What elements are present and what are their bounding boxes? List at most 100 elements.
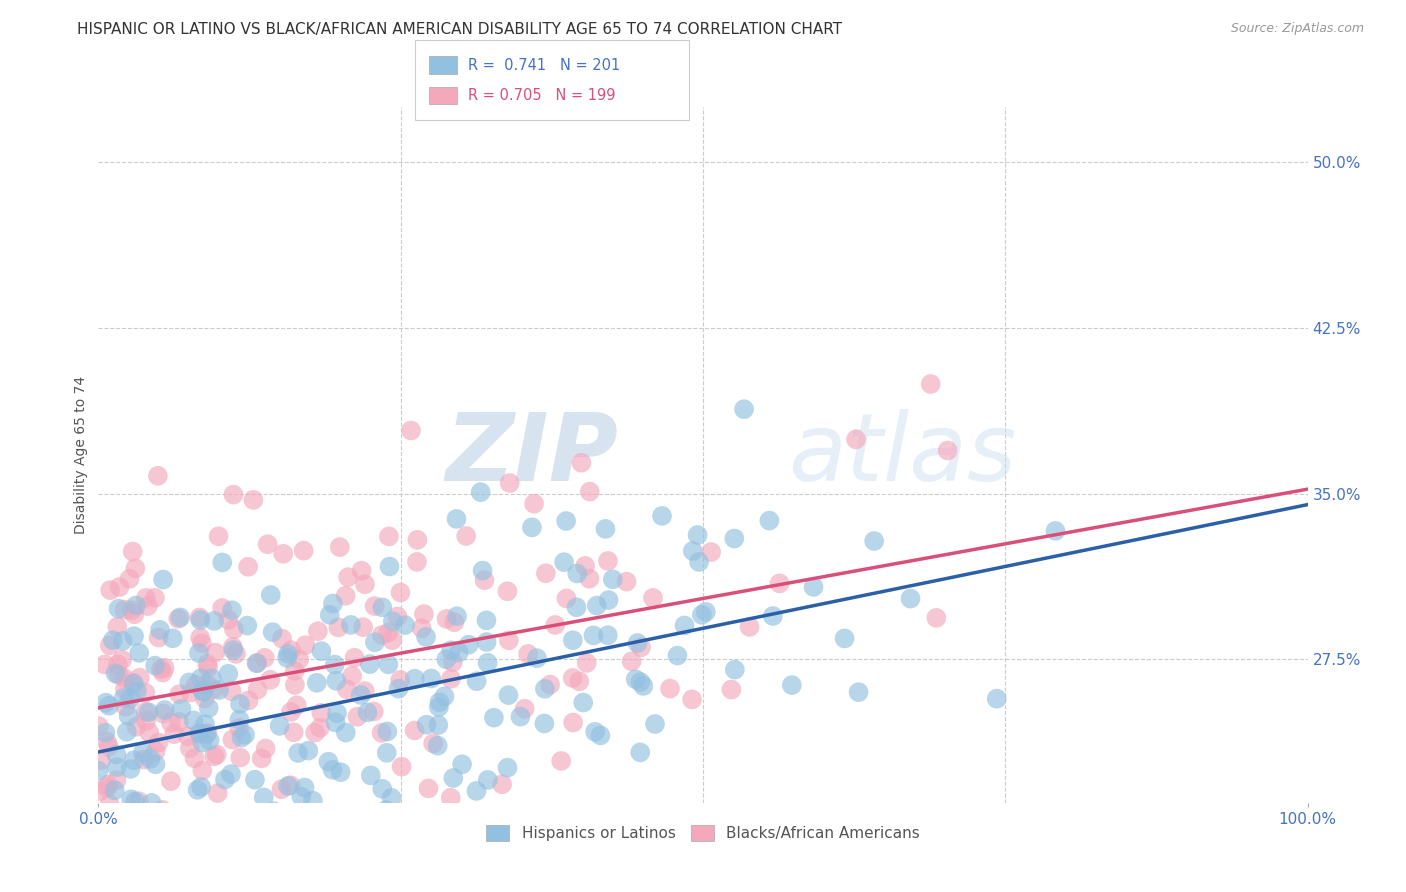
Point — [309, 721, 332, 735]
Point — [105, 760, 128, 774]
Point — [94, 657, 117, 672]
Point — [311, 644, 333, 658]
Point — [780, 678, 803, 692]
Point — [309, 706, 332, 720]
Point — [294, 780, 316, 795]
Point — [96, 780, 118, 795]
Point — [328, 620, 350, 634]
Point — [236, 808, 259, 822]
Point — [292, 543, 315, 558]
Point — [221, 732, 243, 747]
Point — [243, 772, 266, 787]
Point — [263, 804, 285, 818]
Point — [925, 611, 948, 625]
Point — [513, 701, 536, 715]
Point — [526, 651, 548, 665]
Point — [134, 686, 156, 700]
Point — [153, 703, 176, 717]
Point — [427, 700, 450, 714]
Point — [337, 570, 360, 584]
Point — [122, 675, 145, 690]
Point — [538, 677, 561, 691]
Point — [148, 735, 170, 749]
Point — [477, 656, 499, 670]
Point — [544, 618, 567, 632]
Point — [446, 609, 468, 624]
Point — [96, 735, 118, 749]
Point — [271, 632, 294, 646]
Point — [523, 497, 546, 511]
Point — [682, 544, 704, 558]
Point — [139, 833, 162, 847]
Point — [89, 784, 111, 798]
Point — [222, 623, 245, 637]
Point — [602, 573, 624, 587]
Point — [356, 706, 378, 720]
Point — [433, 690, 456, 704]
Point — [406, 533, 429, 547]
Point — [415, 717, 437, 731]
Point — [207, 786, 229, 800]
Point — [194, 691, 217, 706]
Point — [651, 508, 673, 523]
Point — [228, 721, 250, 735]
Point — [340, 618, 363, 632]
Point — [436, 612, 458, 626]
Point — [426, 739, 449, 753]
Point — [138, 705, 160, 719]
Point — [115, 860, 138, 874]
Point — [190, 671, 212, 685]
Point — [146, 468, 169, 483]
Point — [195, 727, 218, 741]
Point — [114, 682, 136, 697]
Point — [406, 555, 429, 569]
Point — [269, 719, 291, 733]
Point — [572, 696, 595, 710]
Text: R = 0.705   N = 199: R = 0.705 N = 199 — [468, 88, 616, 103]
Point — [238, 693, 260, 707]
Point — [125, 720, 148, 734]
Point — [322, 597, 344, 611]
Point — [666, 648, 689, 663]
Point — [329, 540, 352, 554]
Point — [555, 591, 578, 606]
Point — [120, 792, 142, 806]
Point — [87, 764, 110, 778]
Point — [762, 609, 785, 624]
Point — [121, 544, 143, 558]
Point — [394, 618, 416, 632]
Point — [474, 573, 496, 587]
Point — [411, 621, 433, 635]
Point — [375, 746, 398, 760]
Point — [380, 790, 402, 805]
Text: atlas: atlas — [787, 409, 1017, 500]
Point — [555, 514, 578, 528]
Point — [188, 631, 211, 645]
Point — [250, 751, 273, 765]
Point — [105, 620, 128, 634]
Point — [377, 625, 399, 640]
Point — [305, 850, 328, 864]
Point — [160, 715, 183, 730]
Point — [254, 741, 277, 756]
Point — [498, 633, 520, 648]
Point — [456, 529, 478, 543]
Point — [569, 456, 592, 470]
Point — [498, 688, 520, 702]
Point — [565, 600, 588, 615]
Point — [616, 574, 638, 589]
Point — [628, 745, 651, 759]
Point — [112, 671, 135, 685]
Point — [221, 684, 243, 698]
Point — [191, 736, 214, 750]
Point — [87, 857, 110, 871]
Point — [280, 705, 302, 719]
Point — [375, 803, 398, 817]
Point — [122, 676, 145, 690]
Point — [246, 682, 269, 697]
Point — [187, 783, 209, 797]
Point — [90, 753, 112, 767]
Point — [412, 607, 434, 621]
Point — [733, 402, 755, 417]
Point — [335, 725, 357, 739]
